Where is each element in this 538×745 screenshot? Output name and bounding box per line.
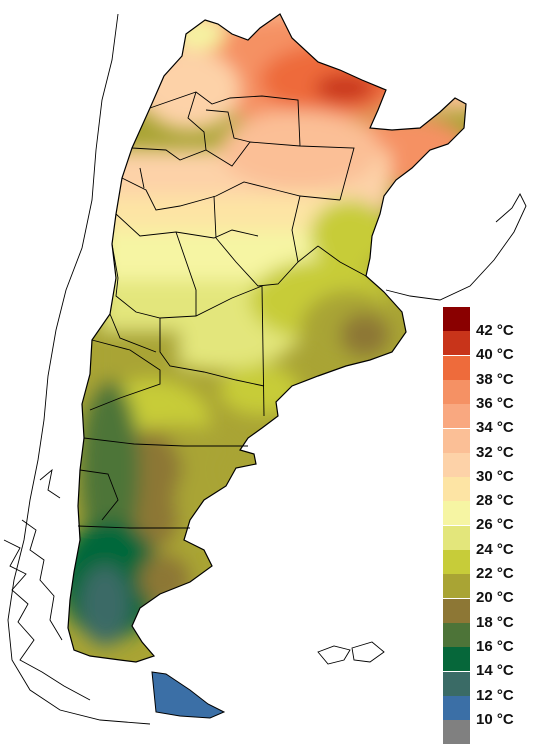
legend-swatch: [443, 452, 470, 477]
legend-label: 20 °C: [476, 589, 514, 607]
legend-label: 26 °C: [476, 516, 514, 534]
legend-swatch: [443, 622, 470, 647]
legend-swatch: [443, 720, 470, 745]
legend-label: 38 °C: [476, 370, 514, 388]
legend-swatch: [443, 428, 470, 453]
legend-label: 24 °C: [476, 540, 514, 558]
legend-label: 30 °C: [476, 467, 514, 485]
legend-swatch: [443, 379, 470, 404]
legend-label: 18 °C: [476, 613, 514, 631]
legend-swatch: [443, 501, 470, 526]
legend-swatch: [443, 331, 470, 356]
legend-label: 12 °C: [476, 686, 514, 704]
province-borders: [77, 91, 367, 529]
legend-label: 22 °C: [476, 565, 514, 582]
legend-swatch: [443, 695, 470, 720]
tierra-del-fuego: [151, 671, 226, 719]
legend-swatch: [443, 574, 470, 599]
legend-swatch: [443, 550, 470, 574]
legend-swatch: [443, 477, 470, 502]
legend-swatch: [443, 355, 470, 380]
legend-swatch: [443, 671, 470, 696]
malvinas-islands: [317, 641, 385, 665]
temperature-legend: 42 °C 40 °C 38 °C 36 °C 34 °C 32 °C 30 °C 28 °C…: [443, 307, 538, 745]
legend-label: 40 °C: [476, 346, 514, 364]
legend-label: 42 °C: [476, 322, 514, 339]
legend-label: 14 °C: [476, 662, 514, 680]
legend-swatch: [443, 307, 470, 331]
legend-swatch: [443, 647, 470, 672]
legend-label: 36 °C: [476, 394, 514, 412]
legend-label: 28 °C: [476, 492, 514, 510]
legend-swatch: [443, 598, 470, 623]
legend-label: 32 °C: [476, 443, 514, 461]
legend-swatch: [443, 525, 470, 550]
legend-label: 34 °C: [476, 419, 514, 437]
legend-label: 16 °C: [476, 637, 514, 655]
legend-label: 10 °C: [476, 710, 514, 728]
neighbor-coastline: [3, 13, 527, 725]
legend-swatch: [443, 404, 470, 429]
